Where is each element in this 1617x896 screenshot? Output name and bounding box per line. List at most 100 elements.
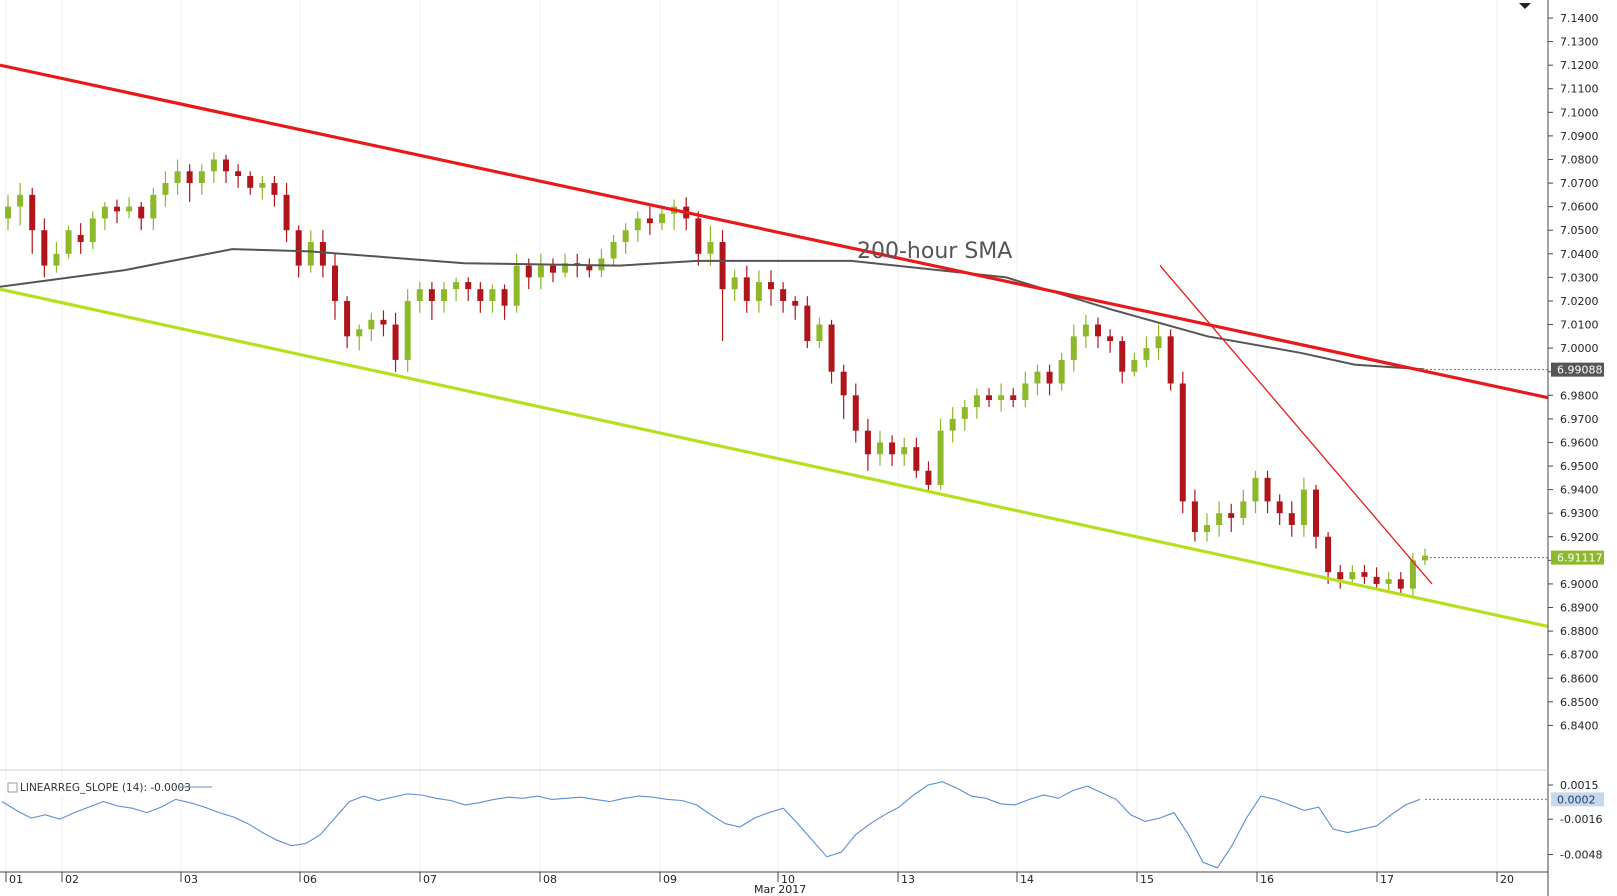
candle bbox=[380, 310, 387, 337]
candle bbox=[271, 175, 278, 207]
candle bbox=[525, 258, 532, 290]
candle bbox=[646, 206, 653, 235]
y-tick-label: 6.8500 bbox=[1560, 696, 1599, 709]
x-axis: 01 02 03 06 07 08 09 10 13 14 15 16 17 20 bbox=[5, 872, 1514, 886]
candle bbox=[1107, 329, 1114, 353]
sma-price-badge-value: 6.99088 bbox=[1557, 364, 1603, 377]
candle bbox=[973, 388, 980, 419]
candle bbox=[1373, 567, 1380, 589]
short-resistance-line bbox=[1159, 265, 1433, 585]
candle bbox=[247, 171, 254, 195]
candle bbox=[828, 319, 835, 384]
candle bbox=[259, 175, 266, 200]
candle bbox=[344, 296, 351, 349]
y-tick-label: 7.0900 bbox=[1560, 130, 1599, 143]
indicator-y-tick-label: -0.0016 bbox=[1560, 813, 1602, 826]
indicator-current-badge-value: 0.0002 bbox=[1557, 793, 1596, 806]
x-tick-label: 01 bbox=[9, 873, 23, 886]
candle bbox=[477, 282, 484, 313]
candle bbox=[877, 430, 883, 467]
y-tick-label: 7.0200 bbox=[1560, 295, 1599, 308]
y-tick-label: 7.0500 bbox=[1560, 224, 1599, 237]
current-price-badge-value: 6.91117 bbox=[1557, 552, 1603, 565]
sma-annotation: 200-hour SMA bbox=[857, 239, 1012, 264]
candle bbox=[1422, 548, 1428, 566]
vertical-gridlines bbox=[5, 0, 1498, 872]
candle bbox=[925, 461, 932, 492]
candle bbox=[1046, 364, 1053, 396]
candle bbox=[1288, 501, 1295, 537]
candle bbox=[1191, 489, 1198, 542]
candle bbox=[634, 211, 641, 243]
y-tick-label: 7.0100 bbox=[1560, 319, 1599, 332]
candle bbox=[1179, 371, 1186, 514]
y-tick-label: 7.0800 bbox=[1560, 153, 1599, 166]
x-tick-label: 17 bbox=[1380, 873, 1394, 886]
candle bbox=[719, 230, 726, 342]
candle bbox=[1409, 553, 1416, 596]
candle bbox=[1325, 532, 1332, 584]
indicator-y-tick-label: -0.0048 bbox=[1560, 849, 1602, 862]
candle bbox=[17, 183, 24, 226]
candle bbox=[998, 383, 1005, 412]
lower-channel-line bbox=[0, 287, 1549, 628]
x-tick-label: 13 bbox=[901, 873, 915, 886]
candle bbox=[961, 400, 968, 431]
sma-line bbox=[0, 248, 1425, 371]
y-tick-label: 6.9200 bbox=[1560, 531, 1599, 544]
candle bbox=[804, 296, 811, 349]
candle bbox=[1204, 513, 1210, 542]
x-tick-label: 03 bbox=[184, 873, 198, 886]
indicator-line bbox=[1, 781, 1421, 869]
candle bbox=[1070, 324, 1077, 372]
candle bbox=[356, 324, 363, 351]
candle bbox=[332, 253, 338, 320]
y-tick-label: 7.0600 bbox=[1560, 201, 1599, 214]
candle bbox=[5, 194, 11, 231]
candle bbox=[283, 183, 290, 243]
candle bbox=[77, 223, 84, 254]
y-tick-label: 6.8400 bbox=[1560, 719, 1599, 732]
candle bbox=[610, 234, 617, 266]
candle bbox=[1131, 352, 1138, 377]
candle bbox=[368, 312, 375, 342]
upper-channel-line bbox=[0, 63, 1549, 400]
x-tick-label: 10 bbox=[781, 873, 795, 886]
candle bbox=[114, 199, 120, 224]
candle bbox=[1034, 364, 1041, 396]
candle bbox=[768, 270, 774, 306]
candle bbox=[29, 187, 36, 254]
candle bbox=[416, 282, 423, 313]
candle bbox=[695, 211, 702, 266]
candle bbox=[210, 152, 217, 184]
candle bbox=[852, 383, 859, 443]
candle bbox=[1252, 470, 1259, 514]
y-tick-label: 6.9700 bbox=[1560, 413, 1599, 426]
candle bbox=[150, 187, 157, 231]
x-tick-label: 16 bbox=[1260, 873, 1274, 886]
candle bbox=[453, 277, 460, 301]
current-price-badge bbox=[1551, 550, 1604, 565]
y-tick-label: 6.9400 bbox=[1560, 484, 1599, 497]
indicator-pane: 0.0015 -0.0016 -0.0048 bbox=[1548, 779, 1602, 862]
candle bbox=[1167, 329, 1174, 391]
candle bbox=[949, 407, 956, 443]
candle bbox=[864, 418, 871, 471]
y-tick-label: 7.0300 bbox=[1560, 271, 1599, 284]
indicator-label-box bbox=[7, 782, 18, 793]
candle bbox=[126, 197, 133, 219]
candle bbox=[622, 223, 629, 254]
price-badges: 6.99088 6.91117 0.0002 bbox=[1418, 362, 1604, 807]
menu-arrow-icon[interactable] bbox=[1519, 3, 1531, 9]
candle bbox=[501, 284, 508, 320]
y-tick-label: 6.9800 bbox=[1560, 389, 1599, 402]
candle bbox=[1022, 371, 1029, 408]
y-tick-label: 6.8600 bbox=[1560, 672, 1599, 685]
candle bbox=[840, 364, 847, 419]
candle bbox=[1216, 501, 1223, 537]
candle bbox=[1119, 336, 1126, 384]
candle bbox=[513, 253, 520, 313]
y-tick-label: 6.9500 bbox=[1560, 460, 1599, 473]
x-tick-label: 09 bbox=[663, 873, 677, 886]
